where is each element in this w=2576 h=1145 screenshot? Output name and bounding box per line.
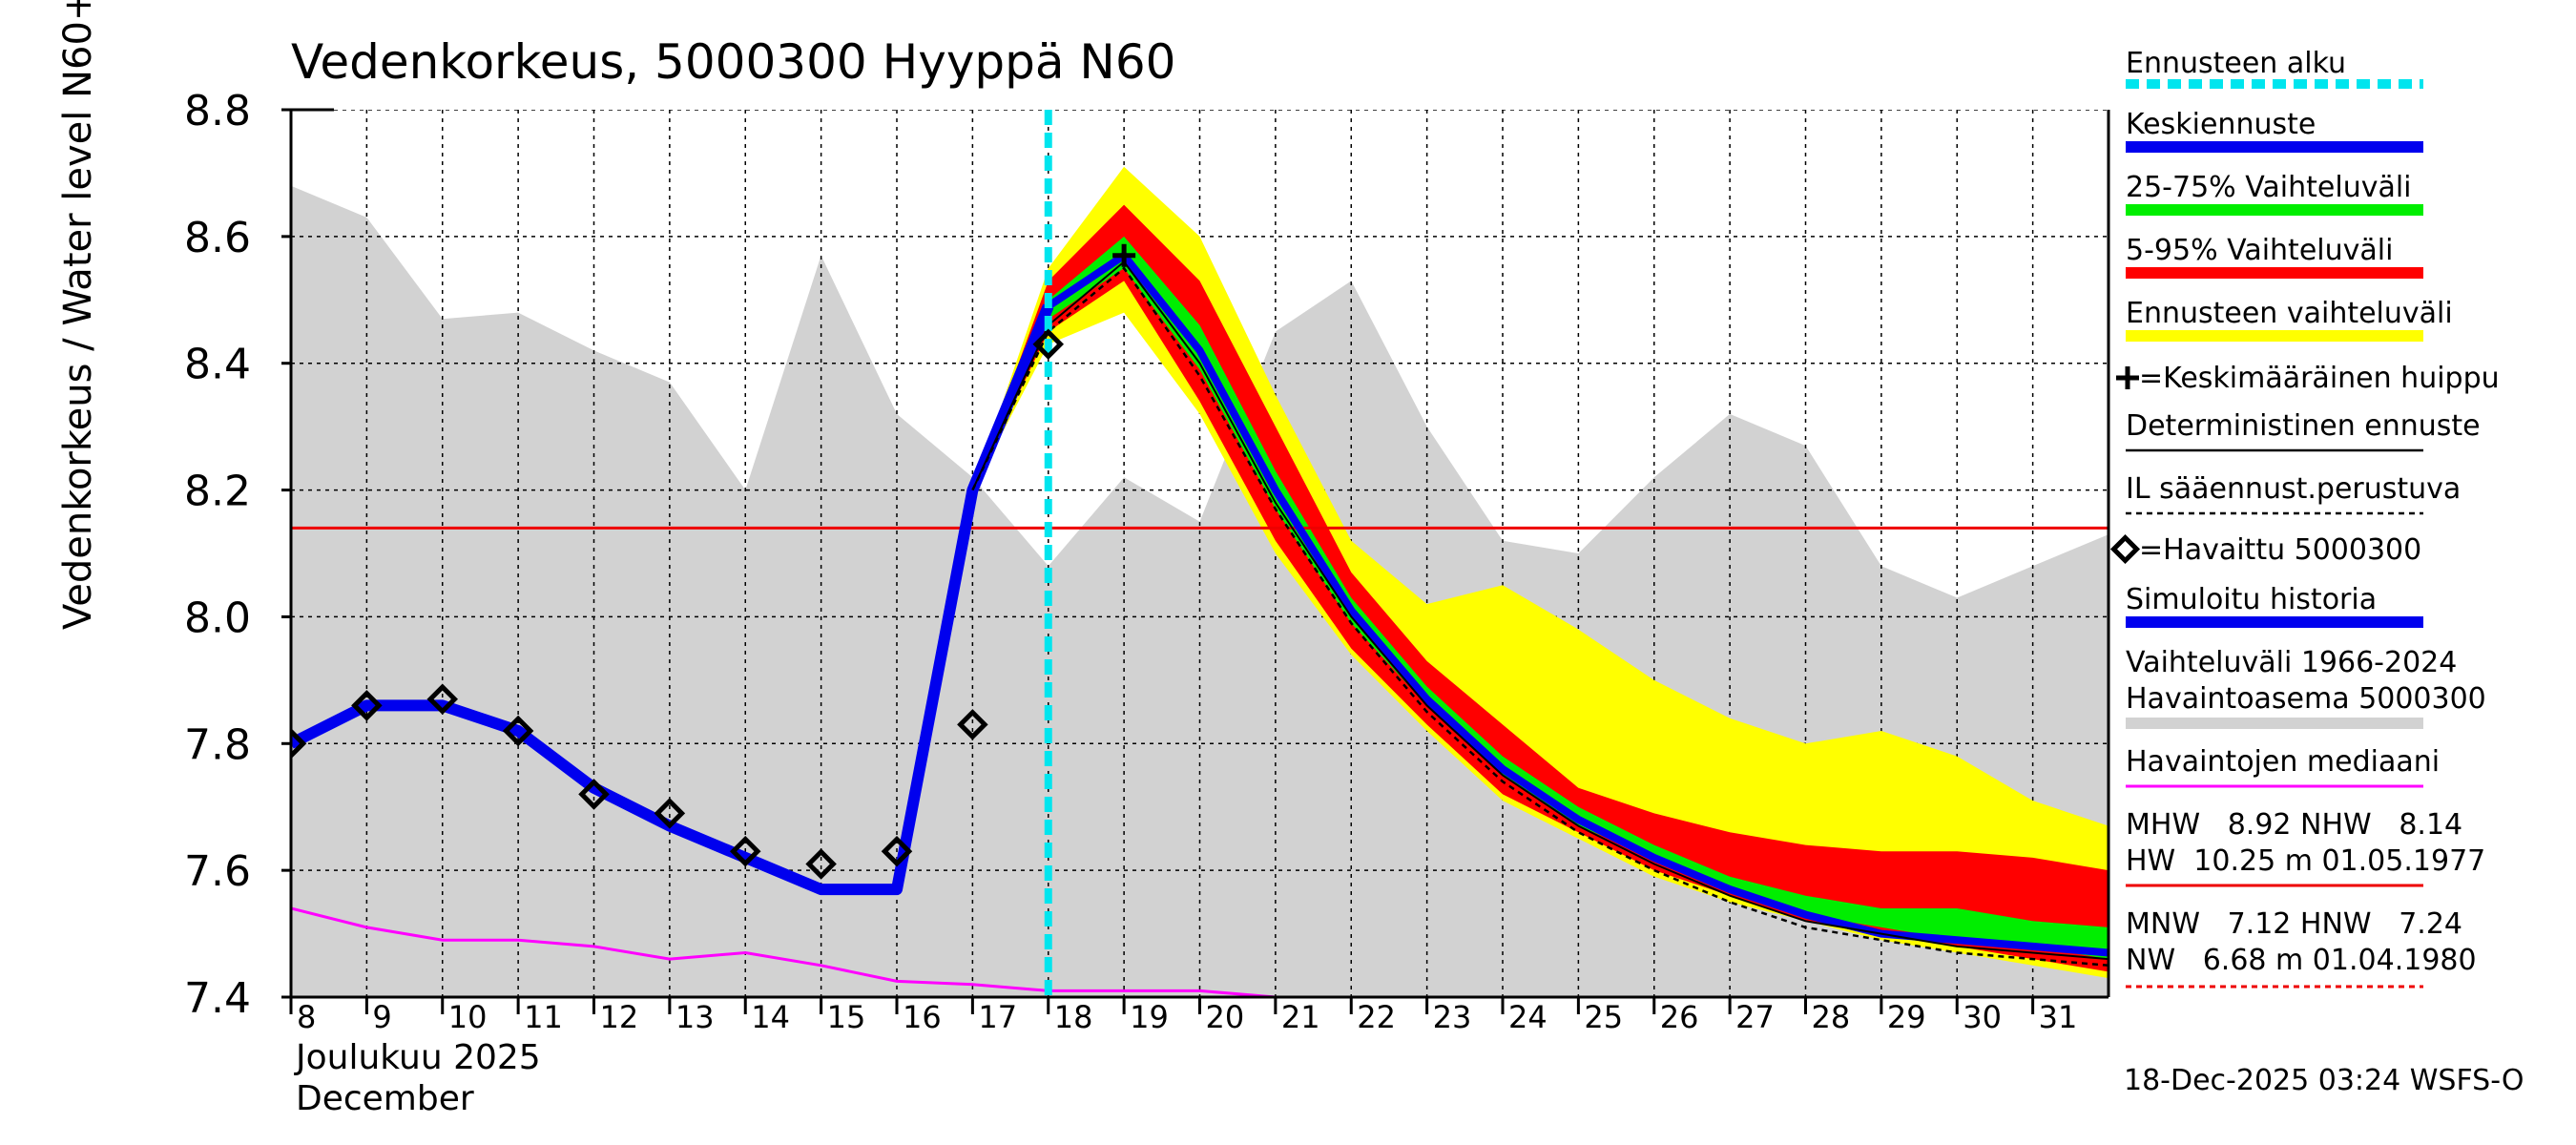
x-tick-label: 21 — [1281, 999, 1320, 1035]
x-tick-label: 27 — [1735, 999, 1775, 1035]
x-tick-label: 16 — [903, 999, 942, 1035]
x-tick-label: 10 — [448, 999, 488, 1035]
x-tick-label: 19 — [1130, 999, 1169, 1035]
deterministic-forecast-line — [971, 260, 2109, 961]
y-tick-label: 8.6 — [184, 214, 251, 262]
observed-point — [729, 835, 761, 867]
x-tick-label: 12 — [600, 999, 639, 1035]
observed-point — [881, 835, 913, 867]
y-tick-label: 7.4 — [184, 974, 251, 1023]
legend-hw-line: HW 10.25 m 01.05.1977 — [2126, 844, 2485, 878]
observed-point — [351, 690, 383, 721]
legend-mhw-line: MHW 8.92 NHW 8.14 — [2126, 808, 2462, 842]
legend-observed-diamond-icon — [2109, 533, 2141, 565]
legend-il-label: IL sääennust.perustuva — [2126, 472, 2461, 506]
observed-point — [1032, 328, 1065, 361]
observed-point — [578, 779, 610, 810]
observed-point — [426, 683, 459, 716]
month-label-en: December — [296, 1079, 474, 1118]
legend-nw-line: NW 6.68 m 01.04.1980 — [2126, 944, 2477, 977]
median-forecast-line — [968, 251, 2109, 957]
legend: Ennusteen alku Keskiennuste 25-75% Vaiht… — [2109, 47, 2500, 989]
x-tick-label: 11 — [524, 999, 563, 1035]
legend-deterministic-label: Deterministinen ennuste — [2126, 409, 2481, 443]
x-tick-label: 17 — [978, 999, 1017, 1035]
axes: 7.4 7.6 7.8 8.0 8.2 8.4 8.6 8.8 8 9 10 11 12 13 14 15 16… — [184, 87, 2110, 1035]
observed-point — [957, 709, 988, 740]
x-tick-label: 25 — [1584, 999, 1623, 1035]
x-tick-label: 13 — [675, 999, 715, 1035]
x-tick-label: 24 — [1508, 999, 1548, 1035]
legend-hist-range-line2: Havaintoasema 5000300 — [2126, 682, 2486, 716]
y-tick-label: 7.6 — [184, 847, 251, 896]
legend-5-95-label: 5-95% Vaihteluväli — [2126, 234, 2393, 267]
plot-area — [291, 110, 2109, 997]
legend-ensemble-label: Ennusteen vaihteluväli — [2126, 297, 2453, 330]
x-tick-label: 15 — [827, 999, 866, 1035]
x-tick-label: 18 — [1054, 999, 1093, 1035]
y-tick-label: 8.4 — [184, 341, 251, 389]
x-tick-label: 23 — [1433, 999, 1472, 1035]
legend-25-75-label: 25-75% Vaihteluväli — [2126, 171, 2412, 204]
legend-forecast-start-label: Ennusteen alku — [2126, 47, 2346, 80]
legend-simulated-label: Simuloitu historia — [2126, 583, 2377, 616]
observed-median-line — [291, 906, 1277, 997]
x-tick-label: 28 — [1812, 999, 1851, 1035]
legend-observed-label: =Havaittu 5000300 — [2139, 533, 2421, 567]
ensemble-range-area — [972, 166, 2109, 979]
y-tick-label: 7.8 — [184, 720, 251, 769]
x-tick-label: 14 — [751, 999, 790, 1035]
legend-hist-range-line1: Vaihteluväli 1966-2024 — [2126, 646, 2457, 679]
legend-mean-peak-label: =Keskimääräinen huippu — [2139, 362, 2500, 395]
observed-point — [805, 848, 837, 880]
month-label-fi: Joulukuu 2025 — [294, 1038, 541, 1077]
x-tick-label: 26 — [1660, 999, 1699, 1035]
observed-point — [654, 798, 686, 829]
y-tick-label: 8.2 — [184, 468, 251, 516]
x-tick-label: 9 — [372, 999, 391, 1035]
x-tick-label: 8 — [297, 999, 316, 1035]
x-tick-label: 22 — [1357, 999, 1396, 1035]
x-tick-label: 31 — [2039, 999, 2078, 1035]
legend-median-label: Keskiennuste — [2126, 108, 2316, 141]
range-5-95-area — [972, 204, 2109, 972]
x-tick-label: 29 — [1887, 999, 1926, 1035]
legend-mean-peak-icon — [2116, 366, 2139, 389]
x-tick-label: 20 — [1206, 999, 1245, 1035]
y-axis-label: Vedenkorkeus / Water level N60+m — [56, 0, 100, 630]
observed-point — [291, 728, 307, 760]
legend-obs-median-label: Havaintojen mediaani — [2126, 745, 2440, 779]
y-tick-label: 8.0 — [184, 593, 251, 642]
y-tick-label: 8.8 — [184, 87, 251, 135]
observed-point — [502, 715, 534, 747]
legend-mnw-line: MNW 7.12 HNW 7.24 — [2126, 907, 2462, 941]
x-tick-label: 30 — [1963, 999, 2002, 1035]
il-forecast-line — [971, 266, 2109, 968]
chart-title: Vedenkorkeus, 5000300 Hyyppä N60 — [291, 34, 1175, 90]
footer-timestamp: 18-Dec-2025 03:24 WSFS-O — [2124, 1064, 2524, 1097]
